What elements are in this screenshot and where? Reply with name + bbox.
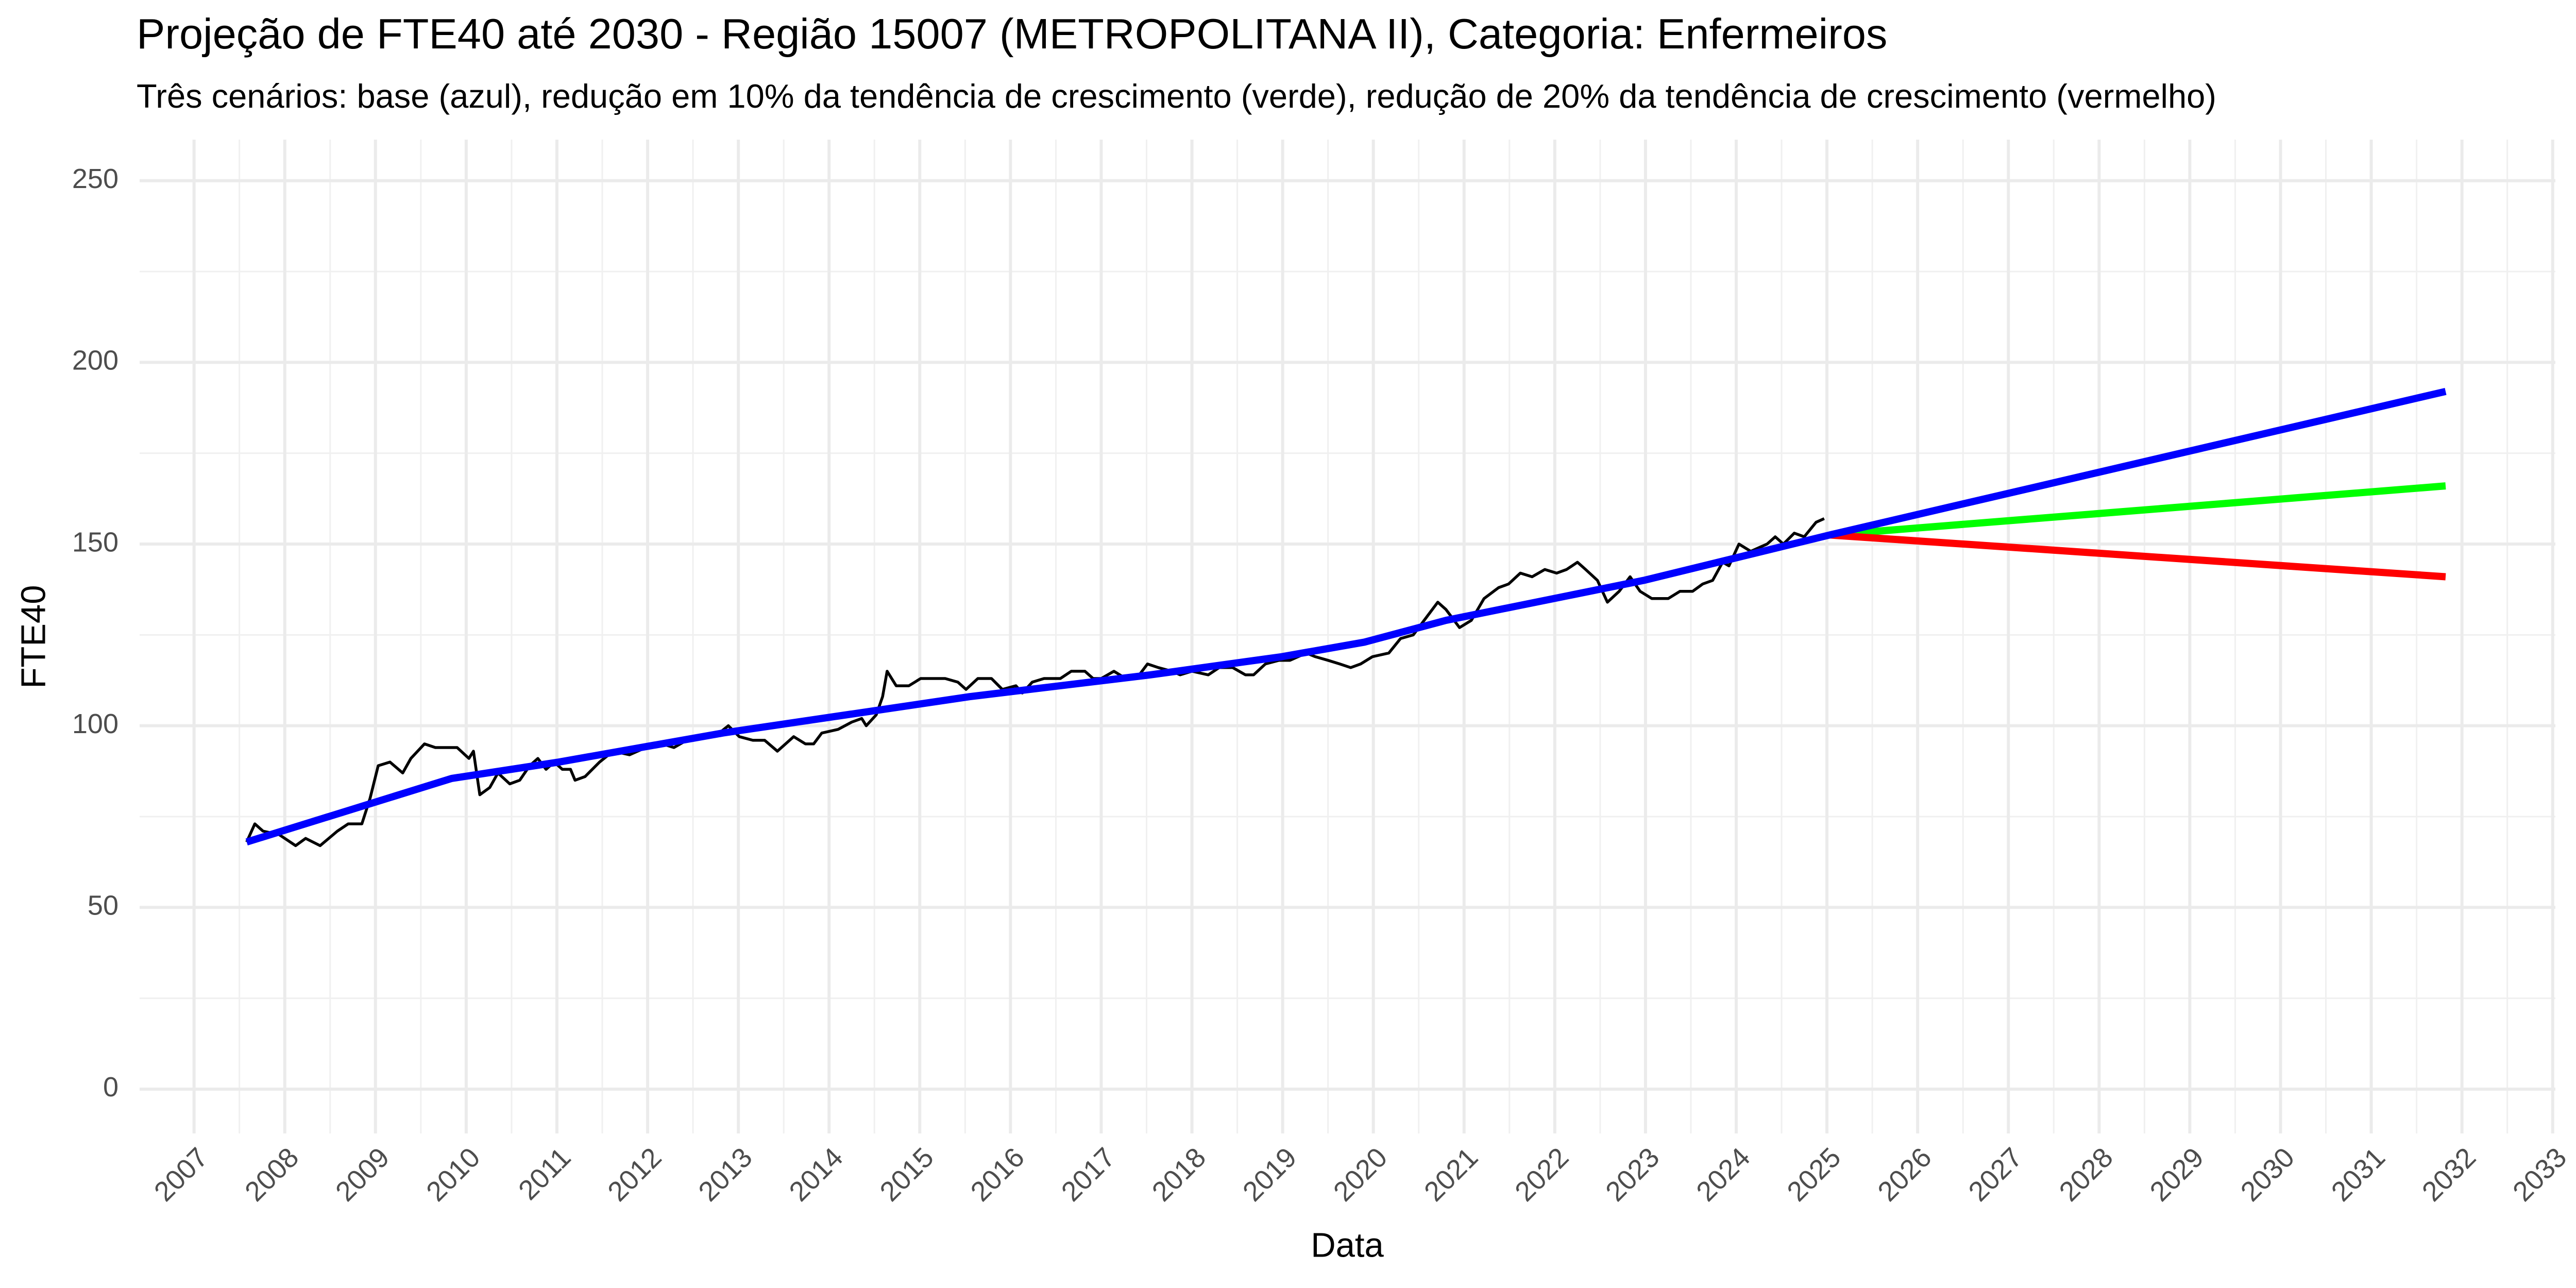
y-tick-label: 100 (72, 708, 118, 739)
x-tick-label: 2017 (1056, 1142, 1121, 1207)
x-tick-label: 2026 (1872, 1142, 1937, 1207)
x-tick-label: 2007 (148, 1142, 214, 1207)
x-tick-label: 2014 (783, 1142, 849, 1207)
x-tick-label: 2033 (2507, 1142, 2572, 1207)
x-tick-label: 2020 (1328, 1142, 1393, 1207)
y-tick-label: 200 (72, 345, 118, 376)
x-tick-label: 2010 (420, 1142, 486, 1207)
y-tick-label: 50 (88, 890, 118, 921)
x-tick-label: 2028 (2054, 1142, 2119, 1207)
chart-title: Projeção de FTE40 até 2030 - Região 1500… (137, 10, 1887, 58)
series-line (1829, 482, 2446, 539)
x-tick-label: 2025 (1781, 1142, 1846, 1207)
x-tick-label: 2009 (330, 1142, 395, 1207)
y-tick-label: 0 (103, 1072, 118, 1103)
series-line (245, 517, 1825, 848)
x-tick-label: 2018 (1146, 1142, 1212, 1207)
x-tick-label: 2024 (1690, 1142, 1756, 1207)
x-tick-label: 2013 (692, 1142, 758, 1207)
x-tick-label: 2030 (2235, 1142, 2300, 1207)
x-tick-label: 2031 (2326, 1142, 2391, 1207)
x-tick-label: 2019 (1237, 1142, 1302, 1207)
y-tick-label: 250 (72, 163, 118, 194)
x-tick-label: 2027 (1962, 1142, 2028, 1207)
x-tick-label: 2022 (1509, 1142, 1574, 1207)
x-tick-label: 2012 (602, 1142, 667, 1207)
x-axis-title: Data (1311, 1226, 1384, 1265)
x-tick-label: 2016 (965, 1142, 1030, 1207)
series-line (1829, 531, 2446, 581)
x-tick-label: 2021 (1418, 1142, 1484, 1207)
x-tick-label: 2029 (2144, 1142, 2210, 1207)
x-tick-label: 2008 (239, 1142, 304, 1207)
y-tick-label: 150 (72, 527, 118, 557)
x-tick-label: 2011 (513, 1142, 577, 1206)
x-tick-label: 2015 (874, 1142, 939, 1207)
series-line (245, 387, 2447, 846)
x-tick-label: 2032 (2416, 1142, 2482, 1207)
x-tick-label: 2023 (1600, 1142, 1665, 1207)
chart-subtitle: Três cenários: base (azul), redução em 1… (137, 77, 2216, 115)
y-axis-title: FTE40 (14, 585, 53, 688)
